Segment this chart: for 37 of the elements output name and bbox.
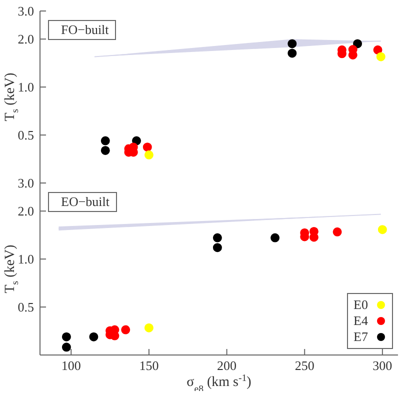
point [288,48,297,58]
point [144,323,154,332]
point [212,233,222,242]
point [89,332,98,342]
x-tick-label: 150 [139,358,159,374]
legend-label: E0 [354,297,368,313]
x-tick-label: 100 [61,358,81,374]
y-tick-label: 3.0 [18,176,34,191]
point [270,233,280,242]
point [121,325,130,334]
legend-label: E7 [354,329,368,345]
y-tick-label: 0.5 [18,128,34,143]
point [144,150,154,160]
text: FO−built [48,20,116,40]
point [62,332,71,342]
point [376,52,386,62]
point [62,342,71,352]
point [142,142,152,152]
y-tick-label: 1.0 [18,252,34,267]
point [378,225,387,234]
x-tick-label: 200 [217,358,237,374]
y-tick-label: 2.0 [18,204,34,219]
y-tick-label: 2.0 [18,32,34,47]
point [353,39,362,48]
x-tick-label: 250 [294,358,314,374]
text: EO−built [48,192,116,212]
point [212,243,222,252]
point [332,227,342,236]
legend-label: E4 [354,313,368,329]
y-tick-label: 3.0 [18,4,34,19]
point [288,39,297,48]
y-tick-label: 0.5 [18,300,34,315]
x-tick-label: 300 [372,358,392,374]
point [100,136,110,146]
point [100,146,110,155]
point [373,45,382,54]
y-tick-label: 1.0 [18,80,34,95]
